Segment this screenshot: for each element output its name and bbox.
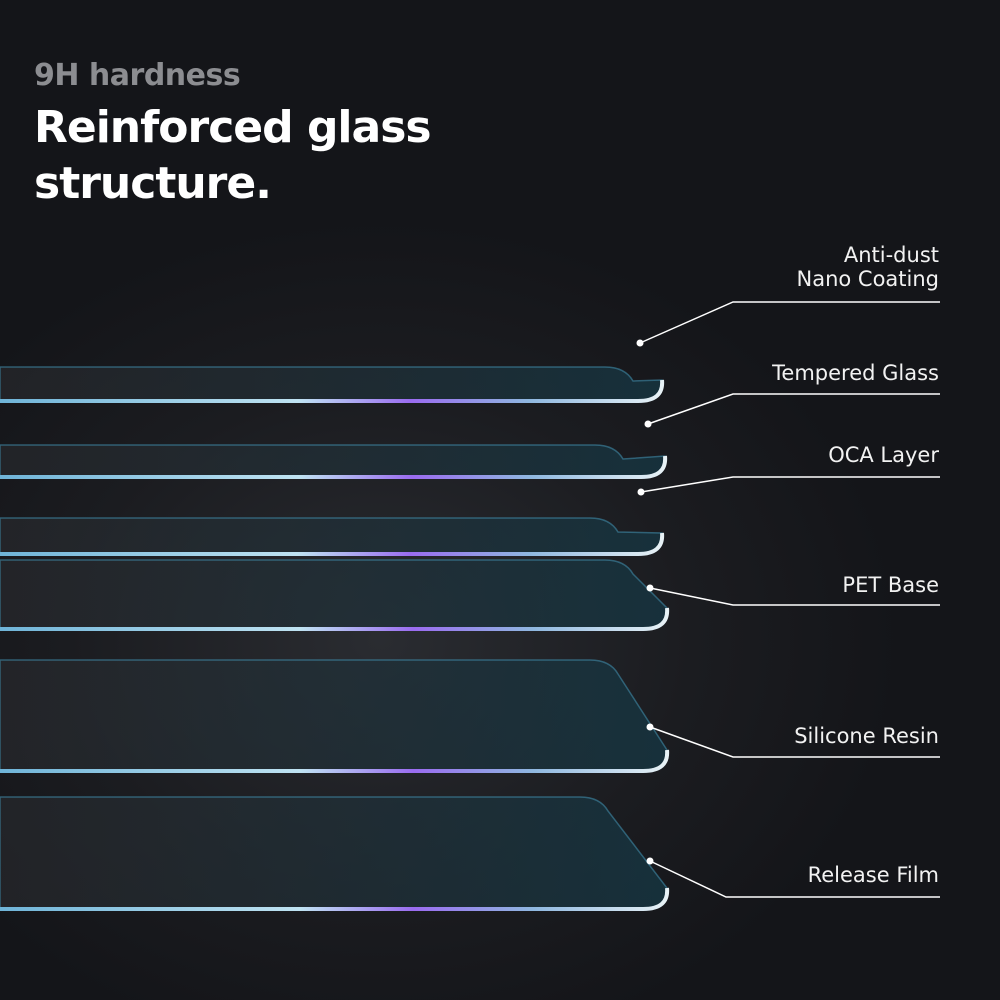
leader-line [649, 726, 940, 758]
label-release-film: Release Film [807, 863, 939, 887]
leader-dot [636, 339, 644, 347]
leader-line [639, 301, 940, 344]
layer-edge [0, 455, 668, 479]
leader-dot [644, 420, 652, 428]
layer-slab [0, 444, 667, 479]
layer-edge [0, 749, 670, 773]
subtitle: 9H hardness [34, 58, 241, 93]
layer-edge [0, 607, 670, 631]
layer-slab [0, 517, 664, 556]
leader-line [649, 587, 940, 606]
leader-dot [646, 723, 654, 731]
leader-line [640, 476, 940, 493]
layer-slab [0, 366, 664, 403]
leader-dot [637, 488, 645, 496]
title-line-2: structure. [34, 158, 272, 209]
title-line-1: Reinforced glass [34, 102, 432, 153]
leader-dot [646, 584, 654, 592]
label-silicone-resin: Silicone Resin [794, 724, 939, 748]
layer-edge [0, 887, 670, 911]
layer-slab [0, 796, 669, 911]
leader-line [649, 860, 940, 898]
layer-slab [0, 659, 669, 773]
label-anti-dust-nano-coating: Anti-dust Nano Coating [797, 243, 940, 291]
layer-slab [0, 559, 669, 631]
page-title: Reinforced glass structure. [34, 100, 432, 212]
leader-line [647, 393, 940, 425]
leader-dot [646, 857, 654, 865]
label-tempered-glass: Tempered Glass [772, 361, 939, 385]
label-pet-base: PET Base [842, 573, 939, 597]
label-line: Anti-dust [843, 243, 939, 267]
layer-edge [0, 379, 665, 403]
label-oca-layer: OCA Layer [828, 443, 939, 467]
label-line: Nano Coating [796, 267, 940, 291]
layer-edge [0, 532, 665, 556]
